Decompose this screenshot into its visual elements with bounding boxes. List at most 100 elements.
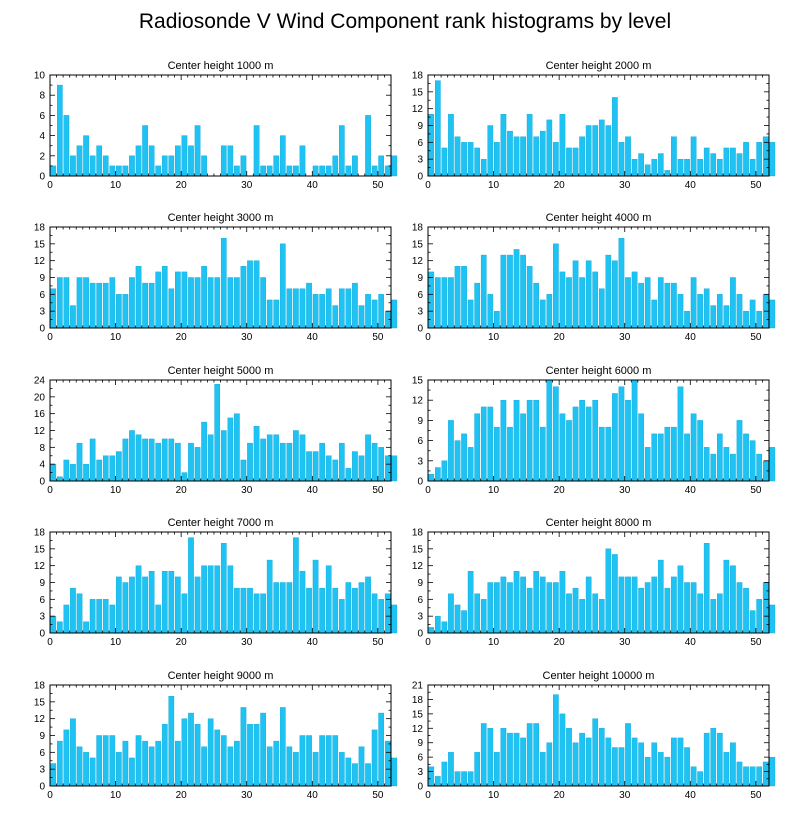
bar xyxy=(467,299,474,329)
bar xyxy=(644,582,651,634)
bar xyxy=(135,434,142,482)
bar xyxy=(247,260,253,329)
y-tick-label: 9 xyxy=(39,273,45,284)
bar xyxy=(454,771,461,787)
bar xyxy=(181,593,188,634)
bar xyxy=(507,732,513,787)
bar xyxy=(703,447,710,482)
bar xyxy=(461,142,467,177)
bar xyxy=(371,442,378,482)
bar xyxy=(116,451,122,482)
bar xyxy=(175,740,181,787)
bar xyxy=(474,752,481,787)
bar xyxy=(671,136,677,177)
bar xyxy=(63,604,70,634)
bar xyxy=(703,543,710,634)
y-tick-label: 6 xyxy=(417,138,423,149)
x-tick-label: 10 xyxy=(110,637,122,648)
bar xyxy=(644,756,651,787)
bar xyxy=(703,288,710,329)
bar xyxy=(697,158,703,177)
bar xyxy=(762,761,769,787)
bar xyxy=(116,165,122,177)
bar xyxy=(625,136,631,177)
bar xyxy=(428,474,435,482)
bar xyxy=(129,576,135,634)
x-tick-label: 0 xyxy=(47,790,53,801)
bar xyxy=(155,740,162,787)
bar xyxy=(168,438,175,482)
bar xyxy=(332,587,339,634)
bar xyxy=(454,440,461,482)
bar xyxy=(260,438,266,482)
y-tick-label: 8 xyxy=(39,443,45,454)
bar xyxy=(352,763,358,787)
bar xyxy=(286,582,293,634)
y-tick-label: 6 xyxy=(39,595,45,606)
bar xyxy=(690,582,697,634)
y-tick-label: 9 xyxy=(417,273,423,284)
bar xyxy=(500,728,507,787)
x-tick-label: 10 xyxy=(110,180,122,191)
bar xyxy=(76,746,83,787)
bar xyxy=(743,310,749,329)
bar xyxy=(227,565,234,634)
y-tick-label: 15 xyxy=(412,709,424,720)
bar xyxy=(533,571,540,634)
bar xyxy=(494,582,500,634)
bar xyxy=(175,271,181,329)
bar xyxy=(148,145,155,177)
bar xyxy=(710,453,717,482)
bar xyxy=(214,729,221,787)
bar xyxy=(352,282,358,329)
bar xyxy=(129,155,135,177)
bar xyxy=(769,447,776,482)
bar xyxy=(391,155,398,177)
bar xyxy=(161,438,168,482)
bar xyxy=(70,718,76,787)
x-tick-label: 0 xyxy=(425,180,431,191)
bar xyxy=(194,277,201,329)
bar xyxy=(266,559,273,634)
y-tick-label: 0 xyxy=(417,782,423,793)
bar xyxy=(57,476,63,482)
bar xyxy=(520,254,526,329)
y-tick-label: 12 xyxy=(412,561,424,572)
bar xyxy=(227,145,234,177)
bar xyxy=(142,438,148,482)
bar xyxy=(671,282,677,329)
bar xyxy=(102,282,109,329)
bar xyxy=(684,158,690,177)
bar xyxy=(253,724,260,787)
y-tick-label: 6 xyxy=(39,111,45,122)
bar xyxy=(378,447,384,482)
bar xyxy=(286,746,293,787)
bar xyxy=(260,165,266,177)
bar xyxy=(592,125,599,177)
bar xyxy=(756,599,762,634)
x-tick-label: 10 xyxy=(488,332,500,343)
bar xyxy=(312,294,319,329)
bar xyxy=(657,433,664,482)
y-tick-label: 4 xyxy=(39,460,45,471)
y-tick-label: 15 xyxy=(412,87,424,98)
bar xyxy=(286,442,293,482)
bar xyxy=(365,294,371,329)
bar xyxy=(539,299,546,329)
bar xyxy=(553,694,559,787)
bar xyxy=(220,238,227,329)
bar xyxy=(638,742,644,787)
bar xyxy=(697,420,703,482)
bar xyxy=(684,747,690,787)
bar xyxy=(690,277,697,329)
histogram-panel-1: Center height 1000 m 0 10 20 30 40 50 0 2 4 6 8 10 xyxy=(34,60,398,191)
bar xyxy=(57,84,63,177)
bar xyxy=(319,294,325,329)
bar xyxy=(618,576,625,634)
bar xyxy=(651,433,658,482)
y-tick-label: 18 xyxy=(34,528,46,539)
bar xyxy=(365,434,371,482)
bar xyxy=(266,746,273,787)
bar xyxy=(332,155,339,177)
bar xyxy=(487,406,494,482)
